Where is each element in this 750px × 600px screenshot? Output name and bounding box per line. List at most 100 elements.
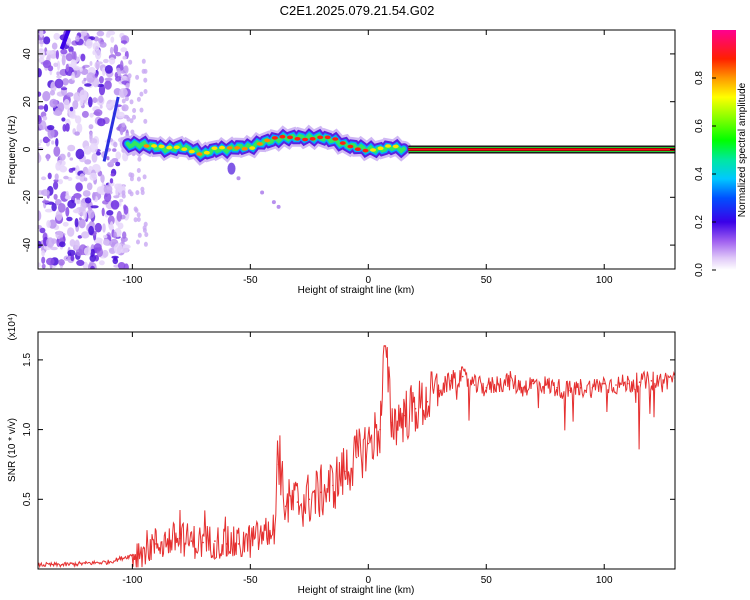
noise-blob [101, 207, 105, 217]
noise-blob [103, 184, 113, 194]
snr-x-label: Height of straight line (km) [298, 585, 415, 596]
noise-blob [74, 208, 80, 213]
noise-blob [121, 98, 126, 104]
noise-blob [143, 221, 148, 227]
noise-blob [122, 231, 127, 239]
noise-blob [91, 153, 98, 163]
noise-blob [38, 48, 44, 52]
snr-point [497, 382, 499, 385]
noise-blob [136, 212, 141, 218]
ridge-bead [347, 144, 354, 149]
noise-blob [94, 222, 102, 233]
noise-blob [109, 159, 115, 165]
noise-blob [39, 40, 45, 45]
noise-blob [100, 174, 105, 183]
noise-blob [60, 87, 68, 91]
noise-blob [92, 191, 96, 201]
snr-point [579, 387, 582, 389]
noise-blob [120, 40, 128, 44]
noise-blob [129, 118, 134, 124]
noise-blob [42, 200, 50, 204]
snr-series [38, 345, 675, 569]
noise-blob [67, 199, 77, 209]
noise-blob [38, 91, 42, 97]
noise-blob [55, 210, 63, 221]
snr-frame [37, 331, 676, 570]
noise-blob [83, 77, 87, 82]
noise-blob [65, 206, 70, 217]
noise-blob [129, 99, 134, 105]
noise-blob [55, 230, 64, 240]
noise-blob [141, 68, 146, 74]
noise-blob [89, 254, 97, 262]
noise-blob [86, 72, 95, 83]
noise-blob [93, 243, 102, 252]
noise-blob [79, 173, 86, 182]
noise-blob [53, 181, 59, 190]
snr-point [167, 540, 169, 542]
snr-point [438, 389, 440, 392]
snr-x-ticks: -100 -50 0 50 100 [122, 332, 613, 586]
snr-point [214, 540, 216, 542]
noise-blob [58, 259, 65, 266]
noise-blob [94, 61, 101, 69]
noise-blob [92, 50, 96, 56]
noise-blob [53, 179, 60, 183]
x-tick-label: 0 [366, 575, 372, 586]
noise-blob [53, 146, 61, 157]
noise-blob [59, 241, 66, 248]
snr-point [485, 387, 488, 389]
snr-point [662, 380, 664, 382]
noise-blob [104, 80, 112, 90]
snr-point [520, 387, 523, 389]
noise-blob [41, 189, 50, 197]
noise-blob [55, 138, 59, 147]
snr-point [277, 463, 280, 466]
noise-blob [53, 32, 61, 41]
snr-point [155, 543, 157, 545]
noise-blob [85, 38, 93, 49]
noise-blob [112, 148, 117, 152]
noise-blob [94, 48, 102, 60]
noise-blob [61, 54, 66, 66]
noise-blob [136, 217, 141, 222]
noise-blob [120, 70, 126, 74]
noise-blob [117, 111, 125, 119]
noise-blob [56, 60, 61, 71]
x-tick-label: 0 [366, 275, 372, 286]
noise-blob [72, 100, 79, 110]
noise-blob [69, 239, 76, 247]
x-tick-label: -100 [122, 575, 142, 586]
noise-blob [49, 90, 56, 96]
noise-blob [109, 178, 114, 184]
snr-point [332, 484, 334, 487]
noise-blob [41, 256, 46, 264]
y-tick-label: 1.5 [22, 352, 33, 366]
spectrogram-x-label: Height of straight line (km) [298, 285, 415, 296]
noise-blob [66, 92, 74, 97]
noise-blob [53, 193, 58, 200]
noise-blob [79, 89, 88, 101]
noise-blob [88, 225, 94, 236]
snr-point [379, 428, 381, 431]
noise-blob [70, 59, 77, 69]
noise-blob [74, 199, 82, 205]
noise-blob [123, 204, 127, 211]
ridge-bead [370, 148, 376, 152]
ridge-bead [166, 145, 173, 150]
ridge-bead [181, 147, 188, 151]
noise-blob [89, 172, 98, 181]
noise-blob [109, 57, 116, 65]
noise-blob [68, 168, 74, 173]
noise-blob [86, 182, 93, 191]
noise-blob [83, 247, 92, 256]
noise-blob [121, 237, 125, 244]
noise-blob [81, 231, 90, 239]
noise-blob [137, 156, 142, 162]
noise-blob [236, 176, 241, 181]
noise-blob [71, 71, 75, 81]
noise-blob [45, 50, 55, 55]
y-tick-label: 40 [22, 48, 33, 60]
colorbar-tick-label: 0.4 [694, 167, 705, 181]
